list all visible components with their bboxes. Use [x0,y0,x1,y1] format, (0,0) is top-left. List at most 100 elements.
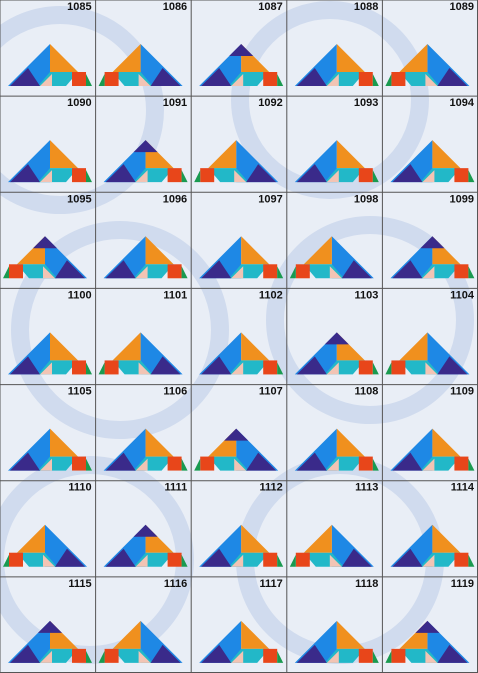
tangram-piece [358,72,373,86]
tangram-piece [391,360,406,375]
tangram-piece [229,44,254,56]
puzzle-cell: 1086 [98,1,187,86]
tangram-piece [277,554,284,567]
puzzle-number: 1119 [451,578,474,590]
tangram-piece [425,650,438,663]
tangram-piece [336,44,365,72]
tangram-piece [133,524,158,537]
tangram-piece [358,360,373,375]
puzzle-number: 1116 [164,578,187,590]
tangram-piece [150,644,181,663]
tangram-piece [294,44,337,86]
tangram-piece [437,356,468,375]
tangram-piece [199,332,242,375]
tangram-piece [341,548,372,567]
puzzle-number: 1104 [450,289,475,301]
puzzle-number: 1098 [354,193,378,205]
tangram-piece [277,362,284,375]
tangram-piece [432,140,461,169]
tangram-piece [296,68,327,86]
puzzle-number: 1107 [259,386,283,398]
tangram-piece [55,260,85,279]
tangram-piece [55,548,85,567]
tangram-piece [167,456,182,471]
tangram-piece [425,362,438,375]
puzzle-cell: 1115 [8,578,92,663]
tangram-piece [391,72,406,86]
tangram-piece [10,356,40,375]
tangram-piece [358,168,373,183]
tangram-piece [135,554,148,567]
tangram-piece [234,458,247,471]
tangram-piece [112,332,141,361]
puzzle-cell: 1098 [289,193,378,279]
tangram-piece [420,236,445,249]
tangram-piece [105,260,136,279]
tangram-piece [303,236,332,265]
puzzle-cell: 1111 [103,482,188,567]
tangram-piece [167,264,182,279]
tangram-piece [208,140,237,169]
tangram-piece [437,644,468,663]
tangram-piece [105,164,136,183]
tangram-piece [112,620,141,649]
tangram-piece [201,644,232,663]
tangram-piece [43,554,55,567]
tangram-piece [200,456,215,471]
puzzle-cell: 1100 [8,289,92,375]
tangram-piece [231,362,244,375]
tangram-piece [326,170,339,183]
tangram-piece [326,362,339,375]
puzzle-number: 1095 [67,193,91,205]
tangram-piece [385,74,392,86]
puzzle-cell: 1087 [199,1,284,86]
tangram-piece [422,266,435,279]
tangram-piece [133,140,158,153]
tangram-piece [231,650,244,663]
tangram-piece [40,170,52,183]
puzzle-cell: 1096 [103,193,188,279]
tangram-piece [231,74,244,86]
tangram-piece [104,648,119,663]
tangram-piece [392,164,423,183]
tangram-piece [145,428,174,457]
puzzle-cell: 1101 [98,289,187,375]
puzzle-number: 1088 [354,1,378,13]
puzzle-number: 1090 [67,97,91,109]
puzzle-cell: 1097 [199,193,284,279]
tangram-piece [10,452,40,471]
tangram-piece [331,236,374,279]
tangram-piece [199,524,242,567]
puzzle-cell: 1094 [390,97,475,183]
puzzle-cell: 1095 [3,193,92,279]
tangram-piece [422,554,435,567]
puzzle-cell: 1091 [103,97,188,183]
puzzle-cell: 1085 [8,1,92,86]
tangram-piece [422,458,435,471]
tangram-piece [289,554,296,567]
tangram-piece [296,644,327,663]
tangram-piece [50,332,78,361]
tangram-piece [277,266,284,279]
tangram-piece [295,264,310,279]
tangram-piece [145,140,174,169]
tangram-piece [468,554,475,567]
puzzle-number: 1115 [68,578,91,590]
puzzle-number: 1086 [163,1,187,13]
puzzle-cell: 1099 [390,193,475,279]
tangram-piece [194,170,201,183]
tangram-piece [105,548,136,567]
tangram-piece [399,332,428,361]
tangram-piece [167,552,182,567]
puzzle-number: 1094 [450,97,475,109]
tangram-piece [40,74,52,86]
tangram-piece [201,68,232,86]
tangram-piece [40,362,52,375]
tangram-piece [336,428,365,457]
tangram-piece [358,648,373,663]
tangram-piece [294,140,337,183]
puzzle-cell: 1114 [390,482,475,567]
tangram-piece [138,74,151,86]
